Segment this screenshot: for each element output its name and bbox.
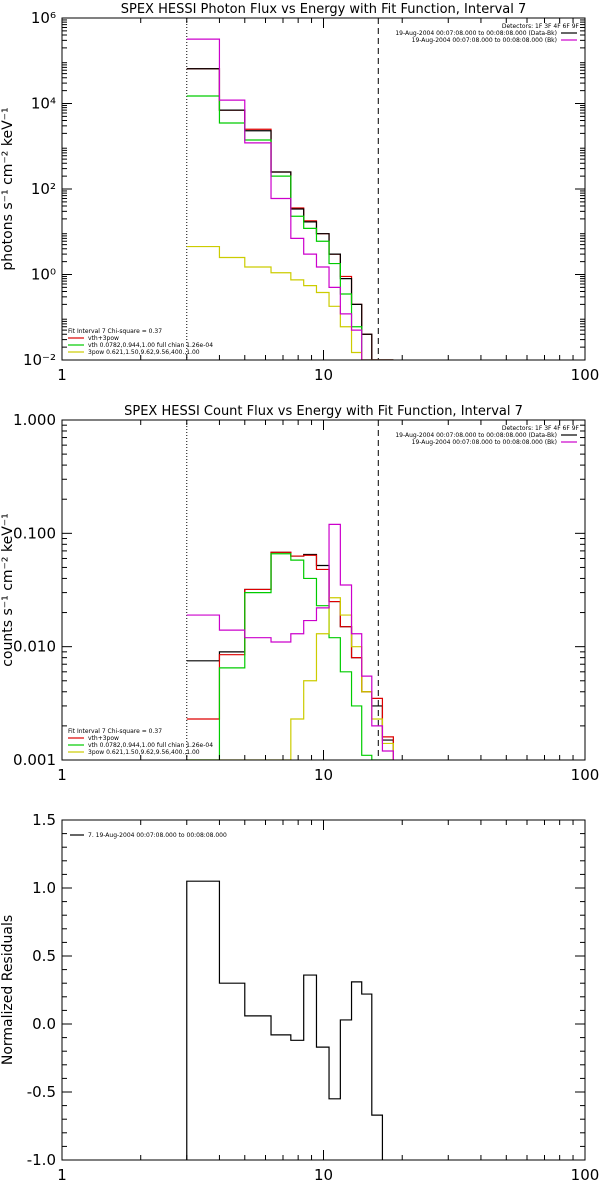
residuals-y-tick-label: 0.0 [32, 1015, 56, 1033]
count-flux-legend-top-item: 19-Aug-2004 00:07:08.000 to 00:08:08.000… [412, 439, 557, 446]
count-flux-series-0 [186, 551, 394, 760]
photon-flux-frame [61, 17, 586, 361]
photon-flux-x-tick-label: 10 [314, 366, 333, 384]
photon-flux-series-2 [186, 95, 394, 360]
count-flux-y-tick-label: 0.010 [13, 638, 56, 656]
photon-flux-y-tick-label: 10⁶ [31, 9, 56, 27]
photon-flux-x-tick-label: 1 [57, 366, 67, 384]
residuals-x-tick-label: 1 [57, 1166, 67, 1184]
residuals-y-tick-label: 1.5 [32, 811, 56, 829]
count-flux-legend-bottom-item: Fit Interval 7 Chi-square = 0.37 [68, 728, 162, 735]
photon-flux-y-tick-label: 10⁰ [31, 266, 56, 284]
residuals-series-0 [186, 880, 384, 1160]
photon-flux-legend-bottom-item: vth 0.0782,0.944,1.00 full chian 1.26e-0… [88, 342, 213, 349]
count-flux-series-3 [186, 597, 394, 760]
count-flux-frame [61, 419, 586, 761]
residuals-y-tick-label: 1.0 [32, 879, 56, 897]
count-flux-y-tick-label: 1.000 [13, 411, 56, 429]
photon-flux-series-4 [186, 38, 394, 360]
count-flux-series-2 [186, 553, 394, 760]
photon-flux-y-tick-label: 10² [31, 180, 56, 198]
count-flux-y-tick-label: 0.001 [13, 751, 56, 769]
residuals-series-group [186, 880, 384, 1160]
count-flux-chart: SPEX HESSI Count Flux vs Energy with Fit… [0, 404, 599, 784]
photon-flux-legend-top-item: Detectors: 1F 3F 4F 6F 9F [502, 23, 580, 30]
photon-flux-legend-bottom-item: vth+3pow [88, 335, 119, 342]
photon-flux-legend-bottom-item: Fit Interval 7 Chi-square = 0.37 [68, 328, 162, 335]
residuals-y-tick-label: 0.5 [32, 947, 56, 965]
photon-flux-series-0 [186, 68, 394, 360]
count-flux-x-tick-label: 10 [314, 766, 333, 784]
residuals-x-tick-label: 100 [571, 1166, 600, 1184]
photon-flux-title: SPEX HESSI Photon Flux vs Energy with Fi… [121, 2, 527, 17]
photon-flux-y-tick-label: 10⁻² [23, 351, 56, 369]
count-flux-y-tick-label: 0.100 [13, 524, 56, 542]
residuals-frame [61, 819, 586, 1161]
count-flux-x-tick-label: 100 [571, 766, 600, 784]
count-flux-series-group [186, 523, 394, 760]
count-flux-legend-bottom-item: vth 0.0782,0.944,1.00 full chian 1.26e-0… [88, 742, 213, 749]
residuals-legend-left-item: 7. 19-Aug-2004 00:07:08.000 to 00:08:08.… [88, 832, 227, 839]
count-flux-legend-top-item: 19-Aug-2004 00:07:08.000 to 00:08:08.000… [395, 432, 557, 439]
photon-flux-chart: SPEX HESSI Photon Flux vs Energy with Fi… [0, 2, 599, 384]
count-flux-legend-top-item: Detectors: 1F 3F 4F 6F 9F [502, 425, 580, 432]
residuals-ylabel: Normalized Residuals [0, 915, 16, 1065]
residuals-chart: Normalized Residuals 1 10 100 -1.0 -0.5 0.0 0.5… [0, 811, 599, 1184]
photon-flux-legend-top-item: 19-Aug-2004 00:07:08.000 to 00:08:08.000… [395, 30, 557, 37]
residuals-x-tick-label: 10 [314, 1166, 333, 1184]
count-flux-ylabel: counts s⁻¹ cm⁻² keV⁻¹ [0, 513, 16, 667]
photon-flux-legend-top-item: 19-Aug-2004 00:07:08.000 to 00:08:08.000… [412, 37, 557, 44]
photon-flux-ylabel: photons s⁻¹ cm⁻² keV⁻¹ [0, 107, 16, 270]
photon-flux-series-group [186, 38, 394, 360]
photon-flux-series-3 [186, 245, 394, 360]
photon-flux-y-tick-label: 10⁴ [31, 95, 56, 113]
count-flux-title: SPEX HESSI Count Flux vs Energy with Fit… [124, 404, 523, 419]
photon-flux-series-1 [186, 68, 394, 360]
residuals-y-tick-label: -1.0 [27, 1151, 56, 1169]
count-flux-legend-bottom-item: vth+3pow [88, 735, 119, 742]
residuals-y-tick-label: -0.5 [27, 1083, 56, 1101]
count-flux-series-1 [186, 551, 394, 760]
photon-flux-x-tick-label: 100 [571, 366, 600, 384]
photon-flux-legend-bottom-item: 3pow 0.621,1.50,9.62,9.56,400.,1.00 [88, 349, 200, 356]
count-flux-series-4 [186, 523, 394, 760]
count-flux-x-tick-label: 1 [57, 766, 67, 784]
count-flux-legend-bottom-item: 3pow 0.621,1.50,9.62,9.56,400.,1.00 [88, 749, 200, 756]
